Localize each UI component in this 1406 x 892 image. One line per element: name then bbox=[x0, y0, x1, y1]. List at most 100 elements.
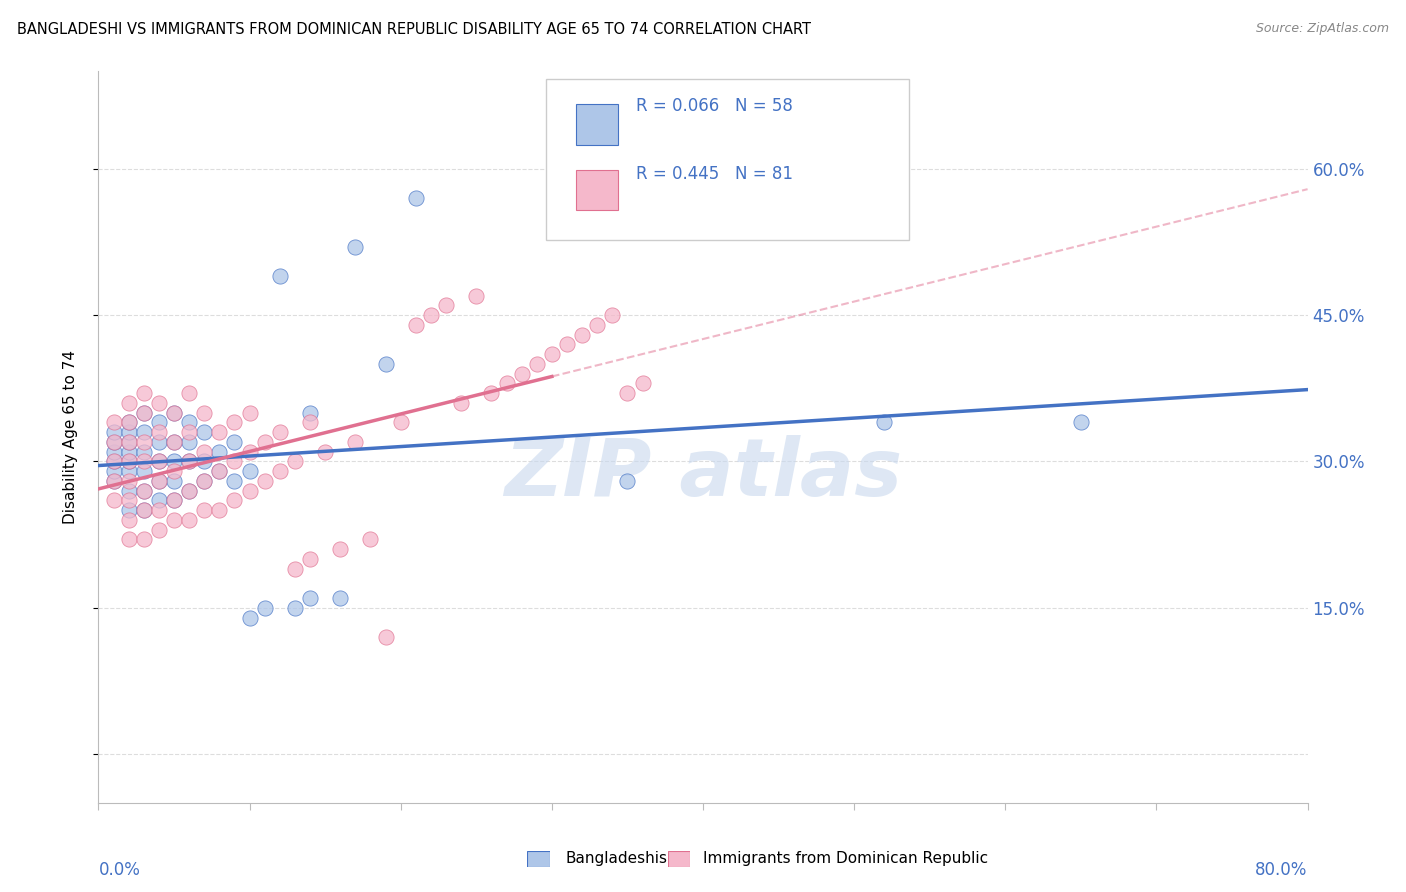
Point bbox=[163, 474, 186, 488]
Point bbox=[132, 533, 155, 547]
Point bbox=[389, 416, 412, 430]
Point bbox=[495, 376, 517, 391]
Point bbox=[163, 493, 186, 508]
Point bbox=[118, 454, 141, 468]
Point bbox=[132, 483, 155, 498]
Point bbox=[374, 357, 396, 371]
Point bbox=[208, 425, 231, 440]
Point bbox=[132, 386, 155, 401]
Point bbox=[269, 425, 291, 440]
Point bbox=[253, 600, 276, 615]
Text: ZIP atlas: ZIP atlas bbox=[503, 434, 903, 513]
Point bbox=[118, 474, 141, 488]
Point bbox=[132, 406, 155, 420]
Point bbox=[224, 416, 246, 430]
Point bbox=[118, 416, 141, 430]
Point bbox=[299, 552, 322, 566]
Point bbox=[1070, 416, 1092, 430]
Point bbox=[284, 600, 307, 615]
Point bbox=[239, 483, 262, 498]
Point bbox=[631, 376, 654, 391]
Point bbox=[118, 503, 141, 517]
Point bbox=[405, 318, 427, 332]
Point bbox=[163, 464, 186, 478]
Point bbox=[118, 454, 141, 468]
Point bbox=[360, 533, 382, 547]
Point bbox=[344, 240, 367, 254]
Point bbox=[118, 464, 141, 478]
Point bbox=[148, 474, 170, 488]
Point bbox=[118, 533, 141, 547]
Point bbox=[299, 406, 322, 420]
Text: Bangladeshis: Bangladeshis bbox=[565, 851, 668, 865]
Point bbox=[118, 425, 141, 440]
Point bbox=[208, 464, 231, 478]
Point bbox=[132, 503, 155, 517]
Point bbox=[132, 444, 155, 458]
Point bbox=[284, 562, 307, 576]
Point bbox=[148, 434, 170, 449]
Point bbox=[163, 406, 186, 420]
Point bbox=[208, 444, 231, 458]
Point bbox=[118, 513, 141, 527]
Point bbox=[179, 434, 201, 449]
Point bbox=[118, 434, 141, 449]
Text: 0.0%: 0.0% bbox=[98, 862, 141, 880]
Point bbox=[224, 493, 246, 508]
Point bbox=[526, 357, 548, 371]
Point bbox=[193, 425, 215, 440]
Point bbox=[148, 416, 170, 430]
Point bbox=[163, 513, 186, 527]
Point bbox=[163, 493, 186, 508]
Point bbox=[179, 425, 201, 440]
Point bbox=[118, 396, 141, 410]
Point bbox=[224, 434, 246, 449]
Point bbox=[103, 416, 125, 430]
Point bbox=[374, 630, 396, 644]
Point bbox=[253, 434, 276, 449]
Point bbox=[420, 308, 443, 322]
Point bbox=[148, 493, 170, 508]
Point bbox=[193, 444, 215, 458]
Point bbox=[103, 434, 125, 449]
Point bbox=[299, 591, 322, 605]
Point bbox=[179, 454, 201, 468]
Text: R = 0.445   N = 81: R = 0.445 N = 81 bbox=[637, 165, 793, 183]
Point bbox=[193, 454, 215, 468]
Point bbox=[103, 474, 125, 488]
Point bbox=[179, 416, 201, 430]
Point bbox=[208, 503, 231, 517]
Point bbox=[193, 474, 215, 488]
Point bbox=[284, 454, 307, 468]
Point bbox=[118, 483, 141, 498]
Text: BANGLADESHI VS IMMIGRANTS FROM DOMINICAN REPUBLIC DISABILITY AGE 65 TO 74 CORREL: BANGLADESHI VS IMMIGRANTS FROM DOMINICAN… bbox=[17, 22, 811, 37]
Point bbox=[163, 406, 186, 420]
Point bbox=[224, 454, 246, 468]
Point bbox=[163, 454, 186, 468]
Point bbox=[148, 503, 170, 517]
Point bbox=[555, 337, 578, 351]
Point bbox=[179, 386, 201, 401]
Point bbox=[269, 269, 291, 284]
Point bbox=[269, 464, 291, 478]
Point bbox=[132, 454, 155, 468]
Point bbox=[208, 464, 231, 478]
Point bbox=[163, 434, 186, 449]
Point bbox=[873, 416, 896, 430]
Point bbox=[193, 406, 215, 420]
Text: R = 0.066   N = 58: R = 0.066 N = 58 bbox=[637, 97, 793, 115]
Point bbox=[103, 464, 125, 478]
Point bbox=[510, 367, 533, 381]
Point bbox=[103, 493, 125, 508]
Point bbox=[148, 474, 170, 488]
Point bbox=[103, 425, 125, 440]
Point bbox=[329, 542, 352, 557]
Point bbox=[103, 434, 125, 449]
Point bbox=[103, 454, 125, 468]
Point bbox=[148, 523, 170, 537]
Point bbox=[329, 591, 352, 605]
Point bbox=[132, 425, 155, 440]
Point bbox=[405, 191, 427, 205]
Text: 80.0%: 80.0% bbox=[1256, 862, 1308, 880]
Point bbox=[616, 386, 638, 401]
